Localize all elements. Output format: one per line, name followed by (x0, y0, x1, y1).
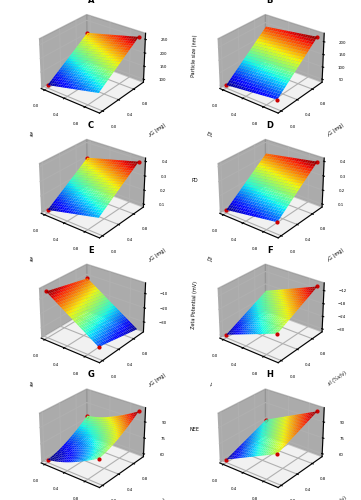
Y-axis label: PL 90G (mg): PL 90G (mg) (317, 248, 345, 269)
Title: H: H (266, 370, 273, 380)
Y-axis label: PL 90G (mg): PL 90G (mg) (139, 372, 166, 394)
X-axis label: Tween 80 (mg): Tween 80 (mg) (27, 256, 63, 275)
Y-axis label: Ethanol (%v/v): Ethanol (%v/v) (315, 496, 347, 500)
Title: E: E (88, 246, 94, 254)
Y-axis label: PL 90G (mg): PL 90G (mg) (139, 122, 166, 144)
X-axis label: PL 90G (mg): PL 90G (mg) (209, 382, 239, 398)
Title: F: F (267, 246, 273, 254)
X-axis label: Ethanol (%v/v): Ethanol (%v/v) (206, 132, 242, 150)
Y-axis label: PL 90G (mg): PL 90G (mg) (317, 122, 345, 144)
X-axis label: Ethanol (%v/v): Ethanol (%v/v) (206, 256, 242, 275)
Title: G: G (88, 370, 95, 380)
Y-axis label: PL 90G (mg): PL 90G (mg) (139, 248, 166, 269)
X-axis label: Tween 80 (mg): Tween 80 (mg) (27, 132, 63, 150)
Title: C: C (88, 121, 94, 130)
Title: D: D (266, 121, 273, 130)
Y-axis label: PL 90G (mg): PL 90G (mg) (139, 497, 166, 500)
Title: A: A (88, 0, 95, 5)
X-axis label: Tween 80 (mg): Tween 80 (mg) (27, 381, 63, 400)
Title: B: B (267, 0, 273, 5)
Y-axis label: Ethanol (%v/v): Ethanol (%v/v) (315, 370, 347, 396)
